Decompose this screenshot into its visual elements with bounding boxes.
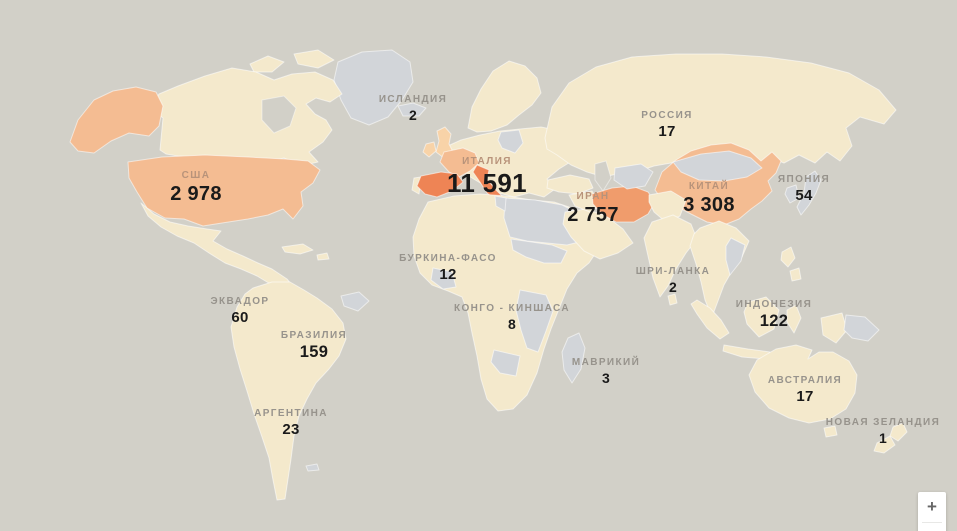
country-baltics-belarus[interactable] <box>497 129 524 154</box>
country-hispaniola[interactable] <box>316 252 330 261</box>
country-new-guinea-east[interactable] <box>843 314 880 342</box>
country-usa[interactable] <box>127 154 321 227</box>
country-sudan-chad[interactable] <box>510 238 568 264</box>
country-india[interactable] <box>643 214 698 298</box>
country-spain[interactable] <box>416 171 464 198</box>
country-namibia-botswana[interactable] <box>490 349 521 377</box>
country-alaska[interactable] <box>69 86 164 154</box>
country-arctic-islands-2[interactable] <box>293 49 335 69</box>
country-australia[interactable] <box>748 344 858 424</box>
country-ireland[interactable] <box>422 141 437 158</box>
country-sumatra[interactable] <box>690 299 730 340</box>
country-tasmania[interactable] <box>823 425 838 438</box>
country-libya-egypt[interactable] <box>503 197 586 246</box>
country-laos-vietnam[interactable] <box>725 237 746 276</box>
country-scandinavia[interactable] <box>467 60 542 133</box>
country-madagascar[interactable] <box>561 332 586 384</box>
country-new-zealand-south[interactable] <box>873 435 896 454</box>
country-central-asia[interactable] <box>613 163 654 190</box>
country-arabia[interactable] <box>562 208 634 260</box>
country-iceland[interactable] <box>397 102 427 117</box>
country-sri-lanka[interactable] <box>667 293 678 306</box>
country-falklands[interactable] <box>305 463 320 472</box>
zoom-in-button[interactable]: + <box>918 492 946 522</box>
zoom-control[interactable]: + − <box>918 492 946 531</box>
country-borneo[interactable] <box>743 296 780 338</box>
country-france[interactable] <box>439 147 480 178</box>
country-new-guinea-west[interactable] <box>820 312 848 344</box>
country-turkey[interactable] <box>546 174 594 195</box>
country-sulawesi[interactable] <box>786 304 802 334</box>
country-ghana-ivory-coast[interactable] <box>430 267 457 290</box>
country-tunisia[interactable] <box>494 195 507 212</box>
caspian-sea <box>594 160 612 192</box>
country-new-zealand-north[interactable] <box>889 422 908 442</box>
hudson-bay <box>261 95 297 134</box>
zoom-out-button[interactable]: − <box>918 523 946 531</box>
country-philippines-north[interactable] <box>780 246 796 268</box>
country-guyanas[interactable] <box>340 291 370 312</box>
zoom-divider <box>922 522 942 523</box>
country-arctic-islands-1[interactable] <box>249 55 285 73</box>
country-korea[interactable] <box>784 184 800 204</box>
country-south-america[interactable] <box>230 281 347 501</box>
country-east-africa[interactable] <box>515 289 554 353</box>
country-cuba[interactable] <box>281 243 314 255</box>
country-greenland[interactable] <box>333 49 414 126</box>
country-japan[interactable] <box>796 170 822 216</box>
country-mongolia[interactable] <box>672 150 763 182</box>
country-philippines-south[interactable] <box>789 267 802 282</box>
